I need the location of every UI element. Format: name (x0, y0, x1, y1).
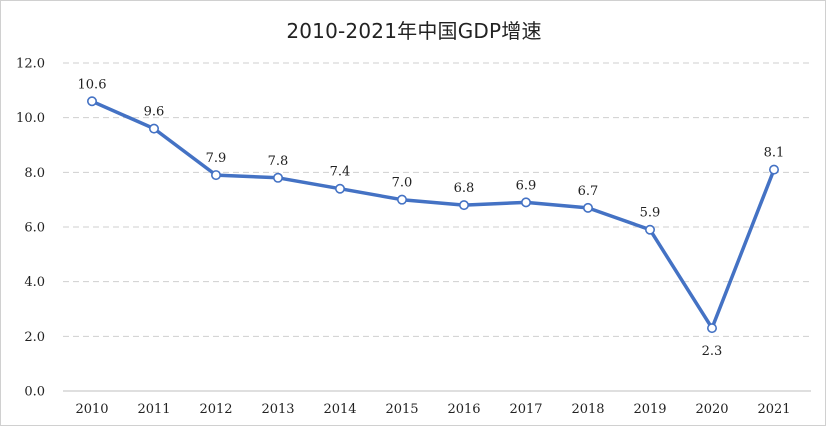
data-label: 6.9 (516, 178, 537, 193)
data-label: 6.8 (454, 181, 475, 196)
data-label: 7.8 (268, 154, 289, 169)
y-tick-label: 8.0 (24, 166, 45, 181)
x-tick-label: 2016 (447, 402, 480, 417)
data-point (149, 123, 160, 134)
data-label: 7.4 (330, 165, 351, 180)
y-tick-label: 10.0 (16, 111, 45, 126)
y-tick-label: 0.0 (24, 385, 45, 400)
data-point (87, 96, 98, 107)
x-tick-label: 2013 (261, 402, 294, 417)
x-tick-label: 2015 (385, 402, 418, 417)
x-tick-label: 2019 (633, 402, 666, 417)
gdp-growth-series (87, 96, 779, 334)
data-point (272, 172, 283, 183)
data-point (396, 194, 407, 205)
x-tick-label: 2014 (323, 402, 356, 417)
data-label: 9.6 (144, 105, 165, 120)
data-point (582, 202, 593, 213)
chart-title: 2010-2021年中国GDP增速 (286, 19, 542, 43)
data-labels: 10.6 9.6 7.9 7.8 7.4 7.0 6.8 6.9 6.7 5.9 2.3 8.1 (78, 77, 785, 359)
data-point (768, 164, 779, 175)
x-tick-label: 2011 (137, 402, 170, 417)
y-axis-tick-labels: 0.0 2.0 4.0 6.0 8.0 10.0 12.0 (16, 57, 45, 400)
y-tick-label: 12.0 (16, 57, 45, 72)
series-line (90, 99, 776, 330)
x-tick-label: 2012 (199, 402, 232, 417)
data-label: 6.7 (578, 184, 599, 199)
x-tick-label: 2020 (695, 402, 728, 417)
x-tick-label: 2010 (75, 402, 108, 417)
y-tick-label: 6.0 (24, 221, 45, 236)
data-point (458, 200, 469, 211)
data-label: 5.9 (640, 206, 661, 221)
data-label: 7.9 (206, 151, 227, 166)
x-tick-label: 2018 (571, 402, 604, 417)
data-point (334, 183, 345, 194)
y-tick-label: 4.0 (24, 275, 45, 290)
data-label: 7.0 (392, 176, 413, 191)
data-point (644, 224, 655, 235)
data-point (211, 170, 222, 181)
x-axis-tick-labels: 2010 2011 2012 2013 2014 2015 2016 2017 2018 2019… (75, 402, 790, 417)
data-label: 10.6 (78, 77, 107, 92)
data-point (706, 323, 717, 334)
gridlines (63, 62, 811, 392)
data-point (520, 197, 531, 208)
x-tick-label: 2021 (757, 402, 790, 417)
y-tick-label: 2.0 (24, 330, 45, 345)
data-label: 2.3 (702, 344, 723, 359)
x-tick-label: 2017 (509, 402, 542, 417)
data-label: 8.1 (764, 146, 785, 161)
